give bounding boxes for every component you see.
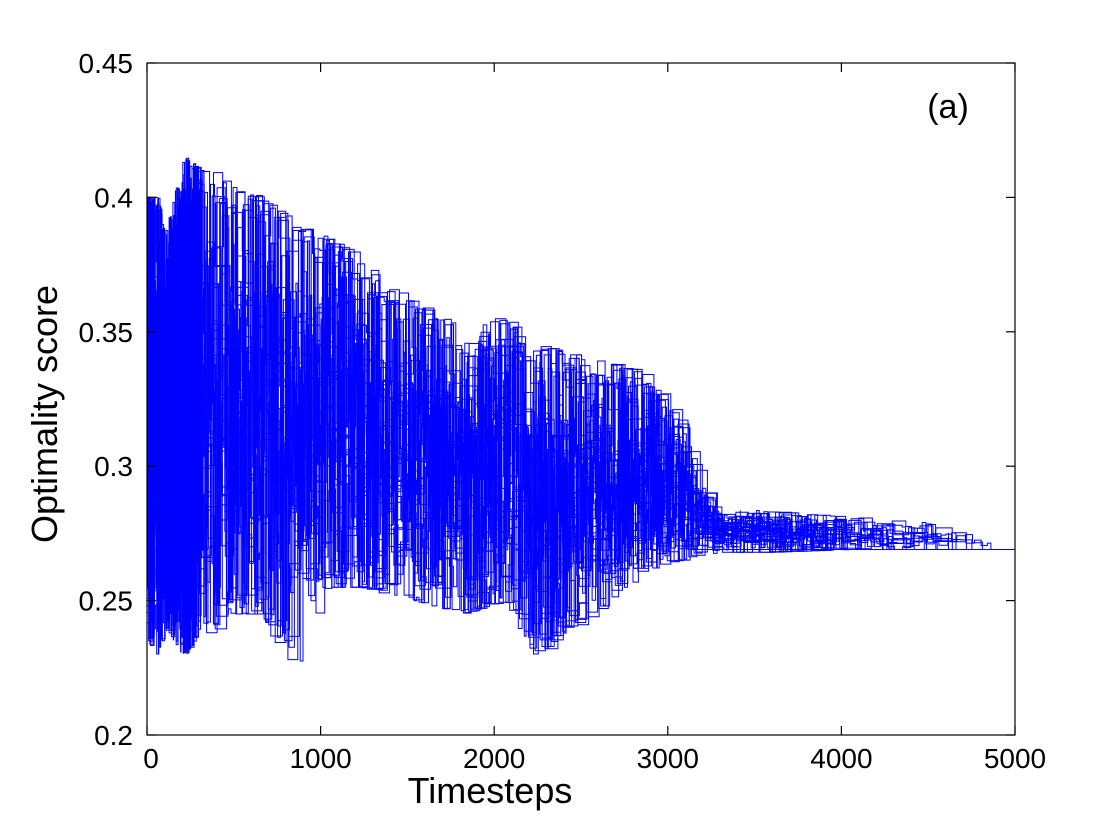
y-tick-label: 0.3 <box>94 451 133 482</box>
y-axis-title: Optimality score <box>24 285 65 543</box>
series-line <box>147 183 1015 655</box>
y-tick-label: 0.45 <box>79 48 134 79</box>
series-group <box>147 157 1015 662</box>
y-tick-label: 0.35 <box>79 317 134 348</box>
series-line <box>147 161 1015 639</box>
x-tick-label: 0 <box>143 743 159 774</box>
x-tick-label: 2000 <box>463 743 525 774</box>
x-tick-label: 3000 <box>637 743 699 774</box>
x-tick-label: 1000 <box>289 743 351 774</box>
series-line <box>147 180 1015 654</box>
x-tick-label: 5000 <box>984 743 1046 774</box>
x-tick-label: 4000 <box>810 743 872 774</box>
y-tick-label: 0.2 <box>94 720 133 751</box>
series-line <box>147 161 1015 650</box>
x-axis-title: Timesteps <box>408 770 573 811</box>
series-line <box>147 165 1015 643</box>
series-line <box>147 165 1015 649</box>
panel-label: (a) <box>927 88 969 126</box>
series-line <box>147 191 1015 662</box>
ticks-group: 0 1000 2000 3000 4000 5000 0.2 0.25 0.3 0.35 0.4 0.… <box>79 48 1047 774</box>
y-tick-label: 0.4 <box>94 182 133 213</box>
series-line <box>147 195 1015 645</box>
y-tick-label: 0.25 <box>79 586 134 617</box>
plot-frame <box>146 62 1016 736</box>
